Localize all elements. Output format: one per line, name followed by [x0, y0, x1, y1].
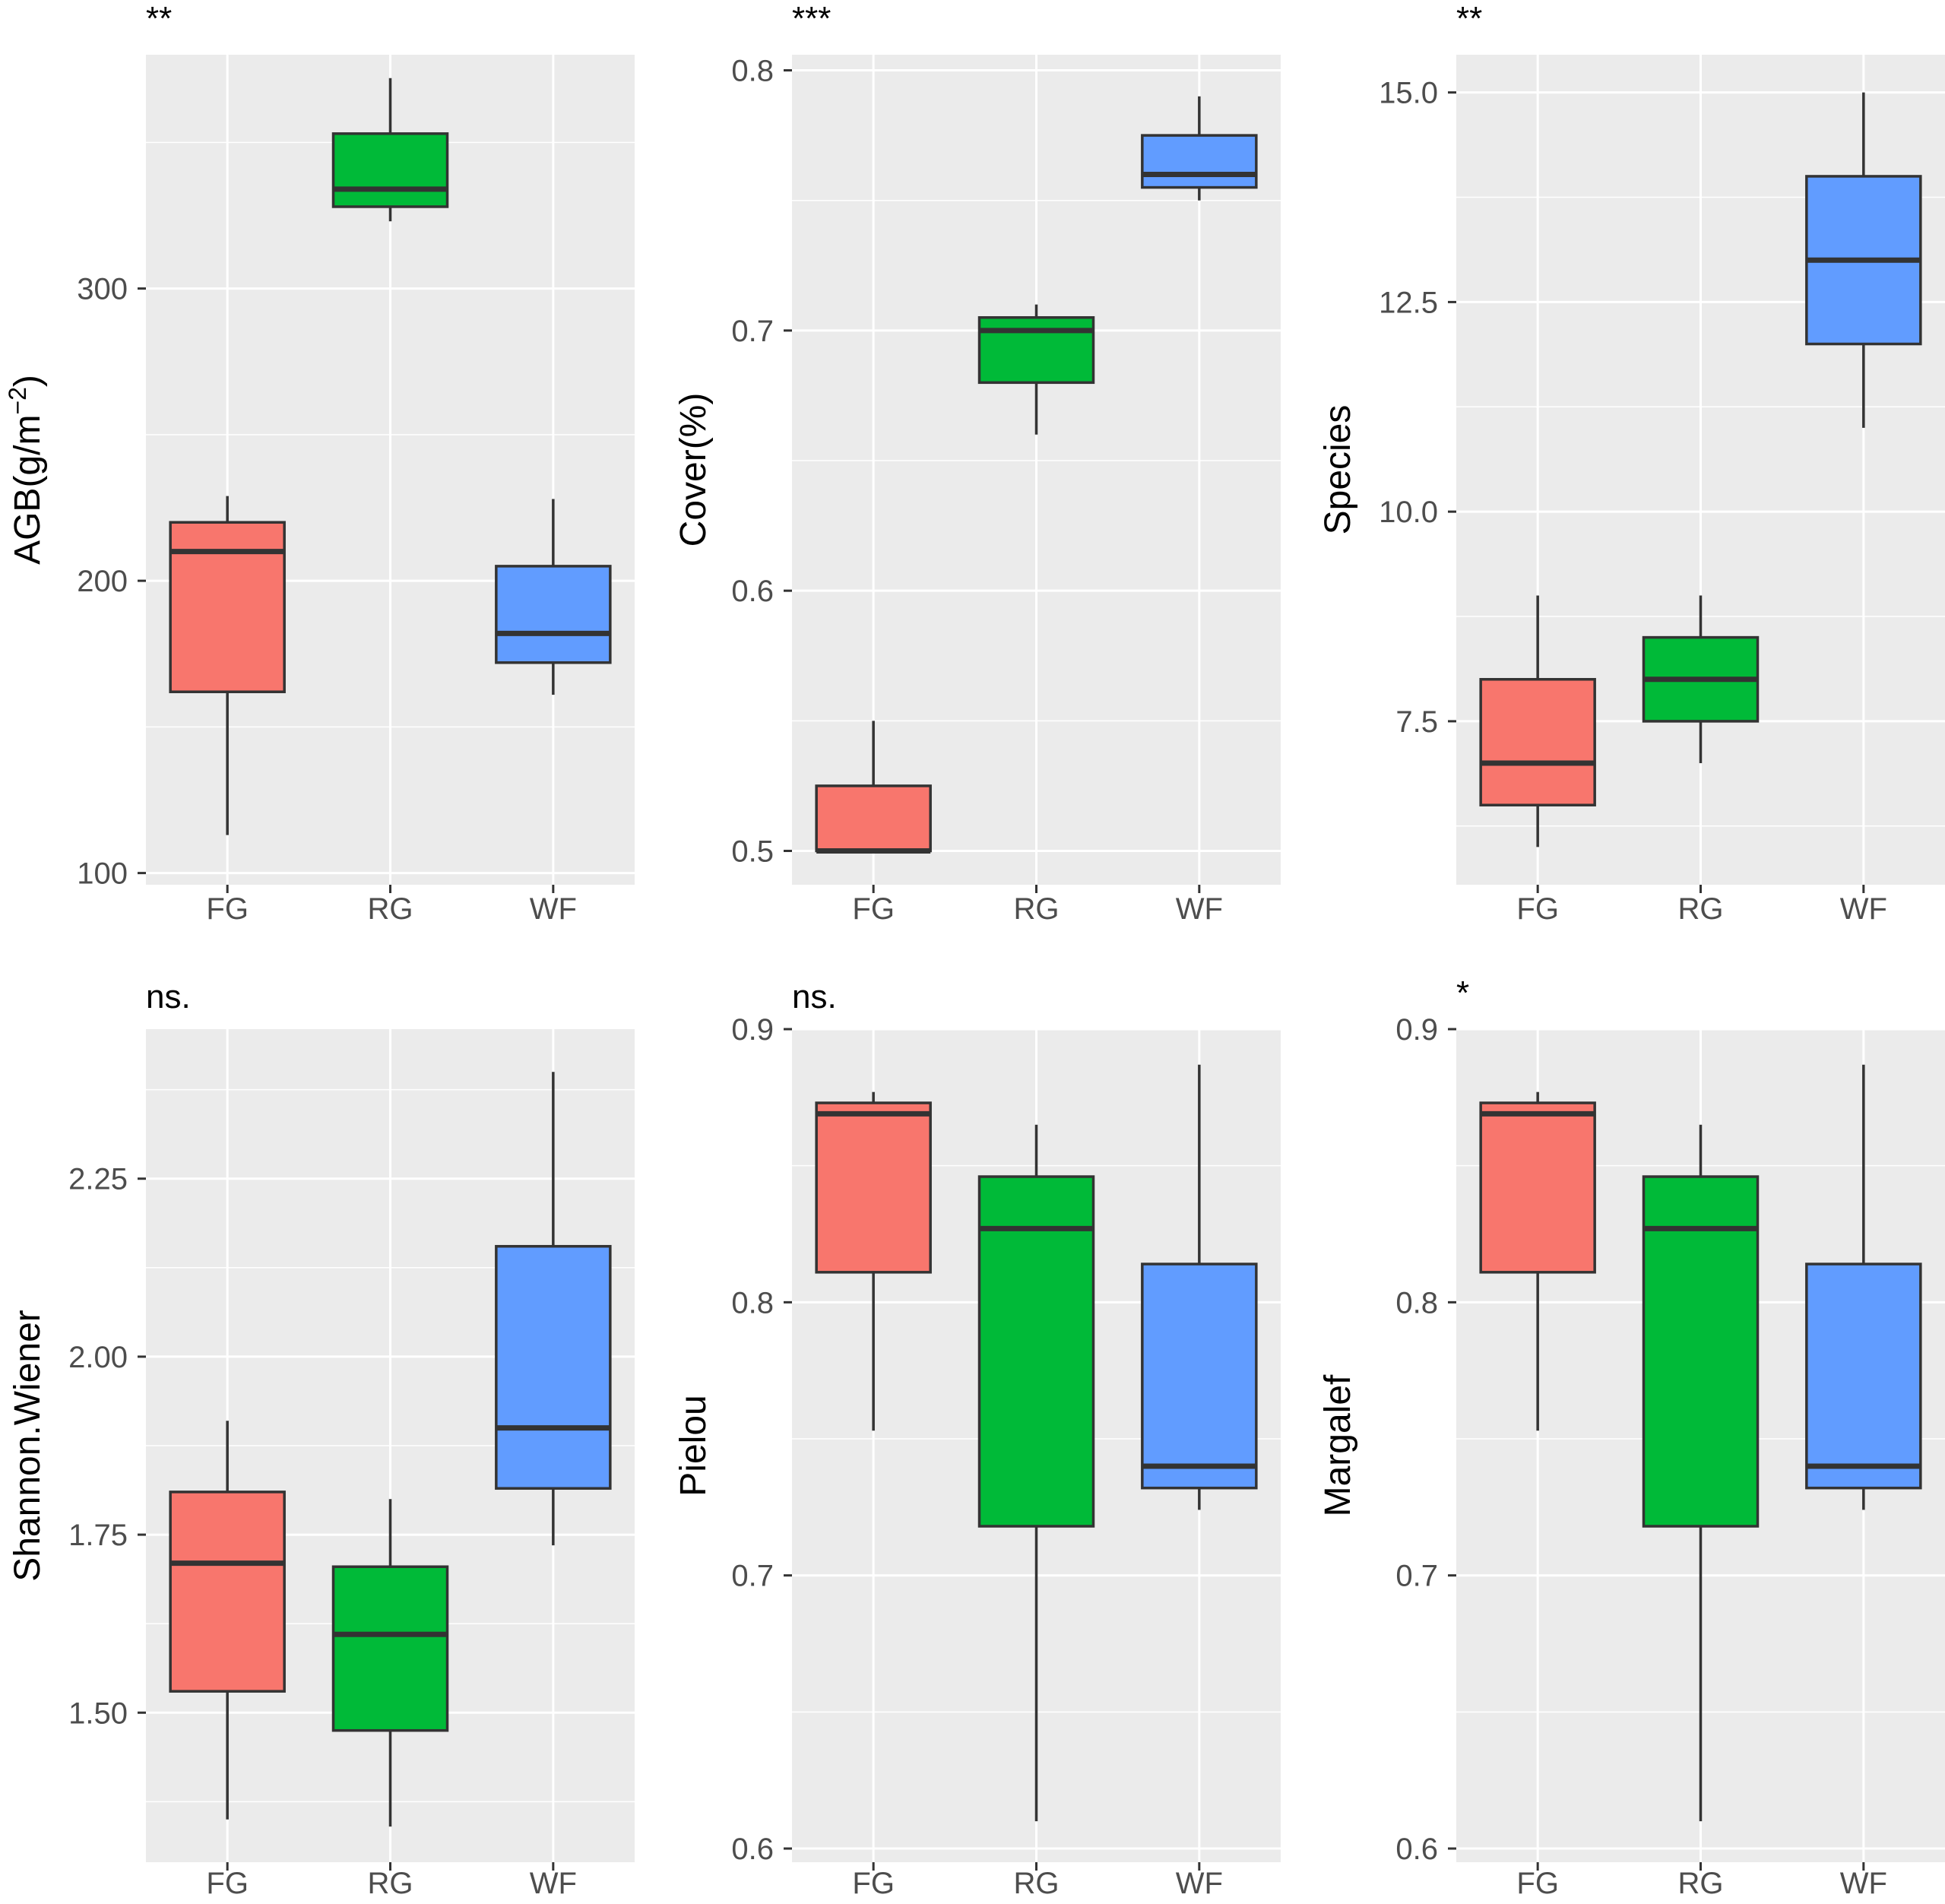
x-tick-label-rg: RG: [1678, 1867, 1724, 1900]
significance-label: **: [146, 0, 172, 37]
y-axis-title-suffix: ): [8, 375, 48, 387]
box-body: [1142, 1264, 1256, 1488]
x-tick-label-wf: WF: [530, 892, 577, 926]
y-tick-label: 1.75: [68, 1519, 128, 1552]
panel-4: 1.50 1.75 2.00 2.25 FG RG WF Shannon.Wiener ns.: [8, 978, 635, 1900]
y-tick-label: 0.9: [731, 1013, 774, 1047]
y-tick-label: 0.7: [1395, 1560, 1438, 1593]
y-tick-label: 0.6: [731, 575, 774, 608]
panel-6: 0.6 0.7 0.8 0.9 FG RG WF Margalef *: [1318, 974, 1945, 1900]
x-tick-label-rg: RG: [368, 1867, 413, 1900]
x-tick-label-fg: FG: [1516, 892, 1559, 926]
boxplot-figure: 100 200 300 FG RG WF AGB(g/m−2) ** 0.5 0.6 0.7 0.8 F…: [0, 0, 1945, 1904]
box-body: [170, 522, 284, 692]
panel-5: 0.6 0.7 0.8 0.9 FG RG WF Pielou ns.: [673, 978, 1281, 1900]
y-tick-label: 0.6: [1395, 1833, 1438, 1866]
box-body: [334, 1567, 448, 1730]
x-tick-label-rg: RG: [1678, 892, 1724, 926]
y-axis-title: Species: [1318, 405, 1358, 535]
significance-label: ns.: [146, 978, 191, 1015]
x-tick-label-wf: WF: [1176, 892, 1223, 926]
box-body: [1142, 135, 1256, 187]
x-tick-label-rg: RG: [368, 892, 413, 926]
x-tick-label-wf: WF: [530, 1867, 577, 1900]
x-tick-label-fg: FG: [1516, 1867, 1559, 1900]
y-tick-label: 300: [77, 273, 128, 306]
x-tick-label-fg: FG: [852, 1867, 895, 1900]
box-body: [170, 1492, 284, 1691]
panel-2: 0.5 0.6 0.7 0.8 FG RG WF Cover(%) ***: [673, 0, 1281, 926]
y-axis-title: Pielou: [673, 1395, 714, 1496]
y-tick-label: 15.0: [1379, 77, 1438, 110]
y-tick-label: 2.00: [68, 1341, 128, 1374]
box-body: [980, 318, 1094, 383]
y-tick-label: 12.5: [1379, 286, 1438, 319]
y-axis-title-superscript: −2: [4, 387, 31, 414]
y-tick-label: 0.6: [731, 1833, 774, 1866]
y-tick-label: 2.25: [68, 1163, 128, 1196]
box-body: [816, 1103, 930, 1272]
y-axis-title: AGB(g/m−2): [4, 375, 48, 565]
y-tick-label: 100: [77, 857, 128, 891]
x-tick-label-wf: WF: [1176, 1867, 1223, 1900]
x-tick-label-rg: RG: [1014, 1867, 1060, 1900]
significance-label: *: [1456, 974, 1469, 1012]
box-body: [496, 566, 610, 663]
box-body: [816, 786, 930, 851]
y-tick-label: 0.8: [1395, 1286, 1438, 1319]
box-body: [1481, 680, 1595, 805]
y-tick-label: 0.9: [1395, 1013, 1438, 1047]
y-tick-label: 0.5: [731, 835, 774, 868]
y-tick-label: 7.5: [1395, 705, 1438, 739]
y-tick-label: 0.8: [731, 55, 774, 88]
y-axis-title: Cover(%): [673, 393, 714, 547]
x-tick-label-wf: WF: [1840, 1867, 1887, 1900]
panel-3: 7.5 10.0 12.5 15.0 FG RG WF Species **: [1318, 0, 1945, 926]
significance-label: ns.: [792, 978, 837, 1015]
box-body: [496, 1247, 610, 1488]
y-axis-title: Shannon.Wiener: [8, 1310, 48, 1582]
y-tick-label: 0.7: [731, 1560, 774, 1593]
significance-label: ***: [792, 0, 831, 37]
box-body: [1481, 1103, 1595, 1272]
y-tick-label: 200: [77, 565, 128, 598]
x-tick-label-rg: RG: [1014, 892, 1060, 926]
box-body: [334, 134, 448, 207]
y-tick-label: 0.8: [731, 1286, 774, 1319]
x-tick-label-fg: FG: [852, 892, 895, 926]
box-body: [1807, 1264, 1921, 1488]
panel-1: 100 200 300 FG RG WF AGB(g/m−2) **: [4, 0, 635, 926]
y-tick-label: 1.50: [68, 1696, 128, 1730]
significance-label: **: [1456, 0, 1482, 37]
x-tick-label-fg: FG: [206, 1867, 249, 1900]
y-tick-label: 0.7: [731, 315, 774, 348]
x-tick-label-wf: WF: [1840, 892, 1887, 926]
x-tick-label-fg: FG: [206, 892, 249, 926]
y-axis-title: Margalef: [1318, 1374, 1358, 1516]
y-tick-label: 10.0: [1379, 496, 1438, 529]
